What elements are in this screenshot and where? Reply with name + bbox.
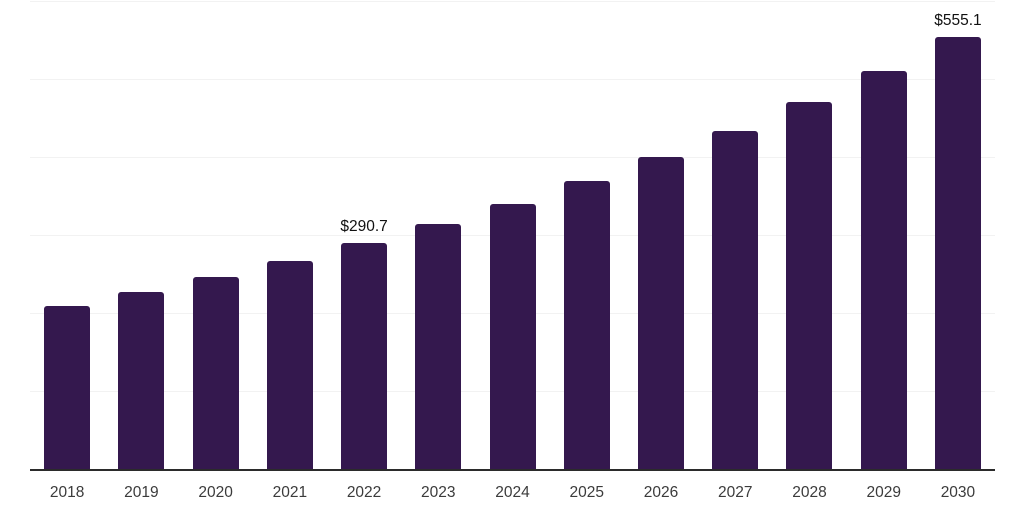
bar-2020 bbox=[192, 277, 239, 470]
bar-column-2021 bbox=[253, 2, 327, 470]
gridline-600 bbox=[30, 1, 995, 2]
bar-column-2025 bbox=[550, 2, 624, 470]
bar-2026 bbox=[637, 156, 684, 470]
bar-2019 bbox=[118, 292, 165, 470]
bar-2027 bbox=[712, 130, 759, 470]
bar-column-2020 bbox=[178, 2, 252, 470]
bar-2029 bbox=[860, 71, 907, 470]
x-axis-line bbox=[30, 469, 995, 471]
x-tick-2029: 2029 bbox=[866, 484, 901, 501]
x-tick-2028: 2028 bbox=[792, 484, 827, 501]
gridline-400 bbox=[30, 157, 995, 158]
bar-2023 bbox=[415, 224, 462, 470]
bar-column-2027 bbox=[698, 2, 772, 470]
x-tick-2030: 2030 bbox=[940, 484, 976, 501]
bar-column-2024 bbox=[475, 2, 549, 470]
bar-column-2028 bbox=[772, 2, 846, 470]
bar-column-2026 bbox=[624, 2, 698, 470]
bar-column-2029 bbox=[847, 2, 921, 470]
x-tick-2026: 2026 bbox=[643, 484, 679, 501]
x-tick-2022: 2022 bbox=[346, 484, 382, 501]
bar-2024 bbox=[489, 203, 536, 470]
bar-2021 bbox=[266, 260, 313, 470]
bar-column-2022: $290.7 bbox=[327, 2, 401, 470]
x-tick-2021: 2021 bbox=[272, 484, 308, 501]
x-tick-2024: 2024 bbox=[495, 484, 530, 501]
x-tick-2027: 2027 bbox=[717, 484, 753, 501]
bar-2022 bbox=[341, 243, 388, 470]
bar-2028 bbox=[786, 102, 833, 470]
bar-2025 bbox=[563, 181, 610, 470]
x-tick-2023: 2023 bbox=[421, 484, 456, 501]
bar-column-2018 bbox=[30, 2, 104, 470]
data-label-2022: $290.7 bbox=[340, 217, 388, 235]
x-axis-tick-labels: 2018 2019 2020 2021 2022 2023 2024 2025 2026 2027… bbox=[30, 485, 995, 501]
x-tick-2019: 2019 bbox=[124, 484, 159, 501]
x-tick-2020: 2020 bbox=[198, 484, 233, 501]
bar-column-2030: $555.1 bbox=[921, 2, 995, 470]
plot-area: $290.7 $555.1 bbox=[30, 1, 995, 470]
gridline-500 bbox=[30, 79, 995, 80]
bar-2018 bbox=[44, 305, 91, 470]
bar-2030 bbox=[934, 37, 981, 470]
x-tick-2018: 2018 bbox=[49, 484, 85, 501]
bars-container: $290.7 $555.1 bbox=[30, 2, 995, 470]
bar-column-2023 bbox=[401, 2, 475, 470]
bar-column-2019 bbox=[104, 2, 178, 470]
data-label-2030: $555.1 bbox=[934, 11, 982, 29]
x-tick-2025: 2025 bbox=[569, 484, 604, 501]
